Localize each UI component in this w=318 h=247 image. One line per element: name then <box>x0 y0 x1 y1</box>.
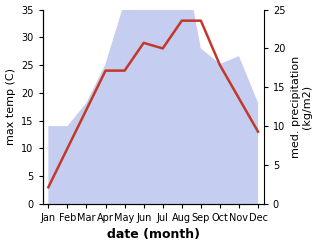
X-axis label: date (month): date (month) <box>107 228 200 242</box>
Y-axis label: med. precipitation
(kg/m2): med. precipitation (kg/m2) <box>291 56 313 158</box>
Y-axis label: max temp (C): max temp (C) <box>5 68 16 145</box>
